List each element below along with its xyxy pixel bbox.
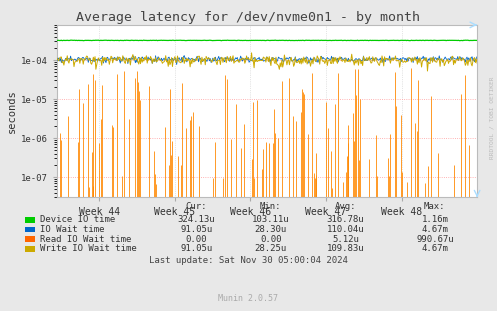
Text: 990.67u: 990.67u bbox=[416, 235, 454, 244]
Text: Last update: Sat Nov 30 05:00:04 2024: Last update: Sat Nov 30 05:00:04 2024 bbox=[149, 256, 348, 265]
Text: 110.04u: 110.04u bbox=[327, 225, 364, 234]
Text: IO Wait time: IO Wait time bbox=[40, 225, 104, 234]
Text: 0.00: 0.00 bbox=[260, 235, 282, 244]
Text: 109.83u: 109.83u bbox=[327, 244, 364, 253]
Text: Device IO time: Device IO time bbox=[40, 216, 115, 224]
Text: 316.78u: 316.78u bbox=[327, 216, 364, 224]
Text: 28.25u: 28.25u bbox=[255, 244, 287, 253]
Text: 91.05u: 91.05u bbox=[180, 225, 212, 234]
Text: Max:: Max: bbox=[424, 202, 446, 211]
Text: 5.12u: 5.12u bbox=[332, 235, 359, 244]
Text: RRDTOOL / TOBI OETIKER: RRDTOOL / TOBI OETIKER bbox=[490, 77, 495, 160]
Text: 1.16m: 1.16m bbox=[421, 216, 448, 224]
Y-axis label: seconds: seconds bbox=[7, 89, 17, 133]
Text: Write IO Wait time: Write IO Wait time bbox=[40, 244, 137, 253]
Text: 4.67m: 4.67m bbox=[421, 244, 448, 253]
Text: 0.00: 0.00 bbox=[185, 235, 207, 244]
Text: Munin 2.0.57: Munin 2.0.57 bbox=[219, 294, 278, 303]
Text: Cur:: Cur: bbox=[185, 202, 207, 211]
Text: 103.11u: 103.11u bbox=[252, 216, 290, 224]
Text: 91.05u: 91.05u bbox=[180, 244, 212, 253]
Text: Read IO Wait time: Read IO Wait time bbox=[40, 235, 131, 244]
Text: 324.13u: 324.13u bbox=[177, 216, 215, 224]
Text: 28.30u: 28.30u bbox=[255, 225, 287, 234]
Text: Avg:: Avg: bbox=[334, 202, 356, 211]
Text: 4.67m: 4.67m bbox=[421, 225, 448, 234]
Text: Average latency for /dev/nvme0n1 - by month: Average latency for /dev/nvme0n1 - by mo… bbox=[77, 11, 420, 24]
Text: Min:: Min: bbox=[260, 202, 282, 211]
